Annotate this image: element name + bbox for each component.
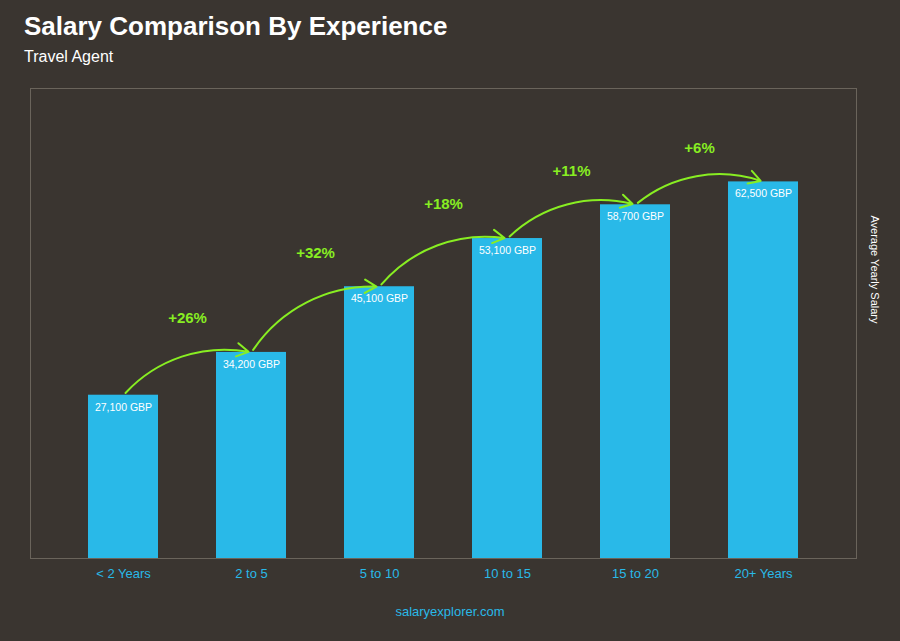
svg-text:+26%: +26% <box>168 309 207 326</box>
svg-text:Average Yearly Salary: Average Yearly Salary <box>869 215 881 324</box>
svg-text:15 to 20: 15 to 20 <box>612 566 659 581</box>
svg-text:5 to 10: 5 to 10 <box>360 566 400 581</box>
svg-text:10 to 15: 10 to 15 <box>484 566 531 581</box>
svg-text:< 2 Years: < 2 Years <box>96 566 151 581</box>
svg-text:+11%: +11% <box>553 162 591 179</box>
svg-text:62,500 GBP: 62,500 GBP <box>735 187 792 199</box>
svg-text:+6%: +6% <box>684 139 714 156</box>
svg-text:53,100 GBP: 53,100 GBP <box>479 244 536 256</box>
svg-text:34,200 GBP: 34,200 GBP <box>223 358 280 370</box>
svg-text:58,700 GBP: 58,700 GBP <box>607 210 664 222</box>
svg-text:+18%: +18% <box>424 195 463 212</box>
svg-text:2 to 5: 2 to 5 <box>235 566 268 581</box>
svg-text:27,100 GBP: 27,100 GBP <box>95 401 152 413</box>
svg-text:20+ Years: 20+ Years <box>734 566 793 581</box>
html-text:Salary Comparison By Experienc: Salary Comparison By Experience <box>24 11 448 41</box>
html-text:Travel Agent: Travel Agent <box>24 48 114 65</box>
html-text:salaryexplorer.com: salaryexplorer.com <box>395 604 505 619</box>
svg-text:45,100 GBP: 45,100 GBP <box>351 292 408 304</box>
svg-text:+32%: +32% <box>296 244 335 261</box>
